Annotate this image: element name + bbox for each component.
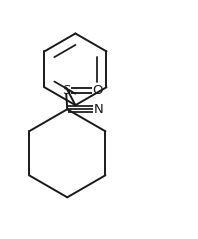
Text: O: O (92, 84, 103, 97)
Text: N: N (93, 103, 103, 116)
Text: S: S (62, 84, 70, 97)
